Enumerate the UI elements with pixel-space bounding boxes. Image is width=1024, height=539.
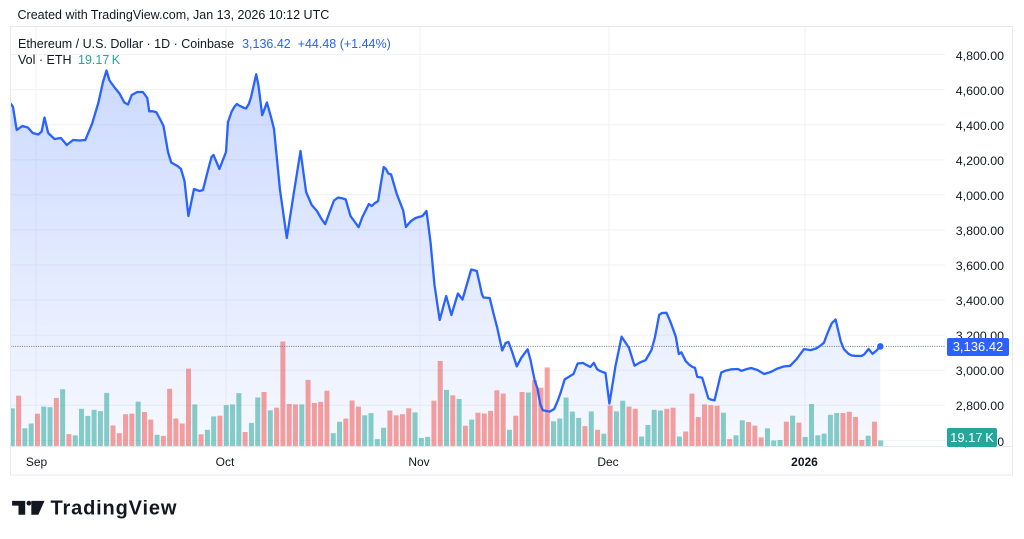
svg-text:2026: 2026 — [791, 455, 818, 469]
svg-text:Nov: Nov — [408, 455, 429, 469]
svg-text:Oct: Oct — [216, 455, 235, 469]
svg-text:Dec: Dec — [597, 455, 618, 469]
svg-text:Sep: Sep — [26, 455, 48, 469]
svg-text:TradingView: TradingView — [51, 500, 178, 519]
